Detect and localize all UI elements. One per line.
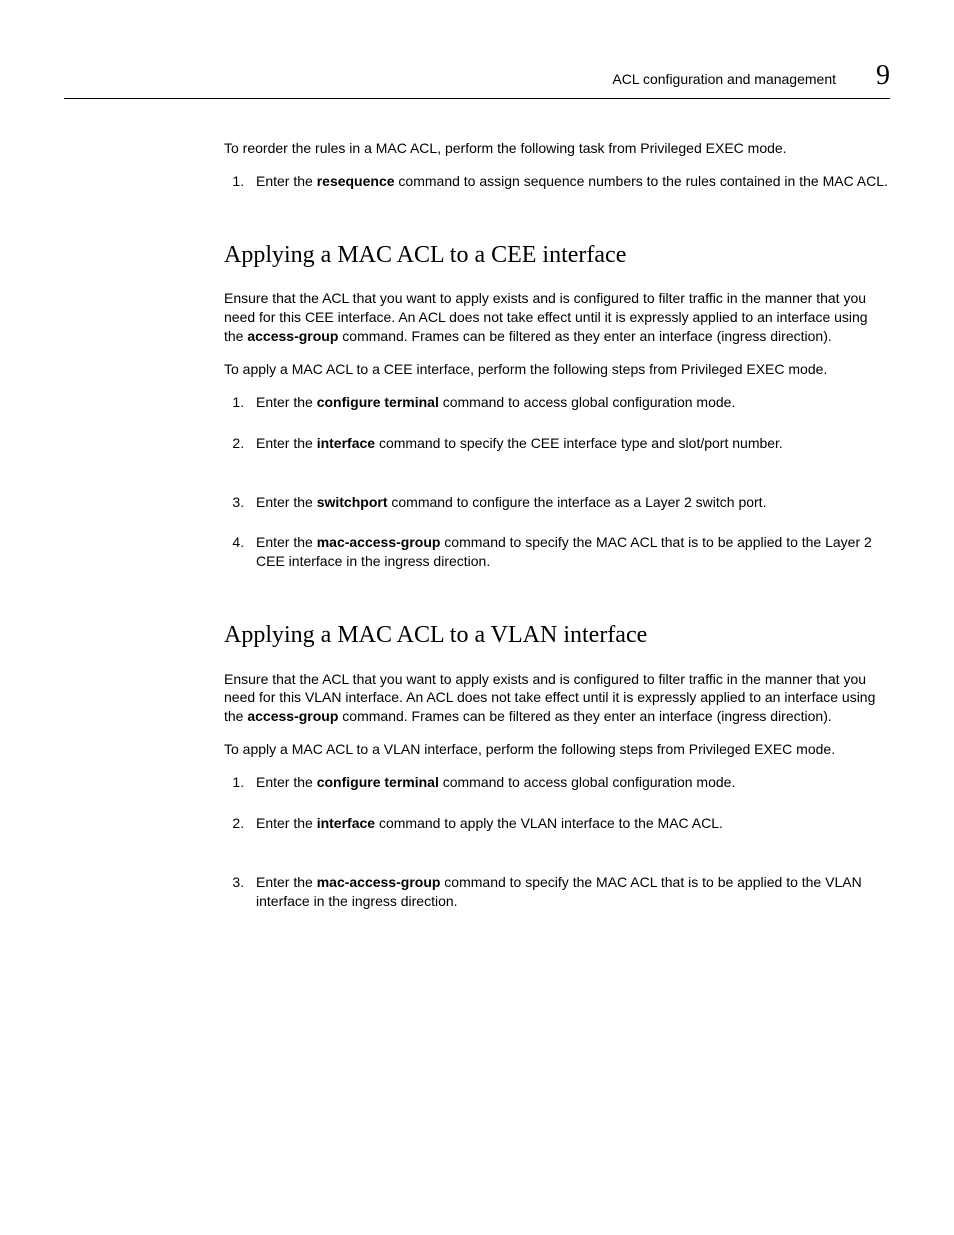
command: mac-access-group — [317, 534, 441, 550]
command: interface — [317, 435, 375, 451]
paragraph: Ensure that the ACL that you want to app… — [224, 670, 890, 727]
section-heading-cee: Applying a MAC ACL to a CEE interface — [224, 239, 890, 271]
command: mac-access-group — [317, 874, 441, 890]
text: Enter the — [256, 874, 317, 890]
text: command. Frames can be filtered as they … — [338, 708, 831, 724]
text: command to access global configuration m… — [439, 774, 736, 790]
command: access-group — [247, 328, 338, 344]
command: interface — [317, 815, 375, 831]
list-item: Enter the interface command to apply the… — [248, 814, 890, 833]
text: Enter the — [256, 494, 317, 510]
page-header: ACL configuration and management 9 — [64, 60, 890, 92]
command: switchport — [317, 494, 388, 510]
text: command to specify the CEE interface typ… — [375, 435, 783, 451]
list-item: Enter the mac-access-group command to sp… — [248, 873, 890, 911]
text: command to apply the VLAN interface to t… — [375, 815, 723, 831]
intro-paragraph: To reorder the rules in a MAC ACL, perfo… — [224, 139, 890, 158]
section-b-steps: Enter the configure terminal command to … — [224, 773, 890, 911]
command: configure terminal — [317, 394, 439, 410]
command: configure terminal — [317, 774, 439, 790]
running-title: ACL configuration and management — [612, 71, 836, 87]
text: Enter the — [256, 815, 317, 831]
list-item: Enter the resequence command to assign s… — [248, 172, 890, 191]
text: Enter the — [256, 173, 317, 189]
command: resequence — [317, 173, 395, 189]
text: Enter the — [256, 394, 317, 410]
list-item: Enter the interface command to specify t… — [248, 434, 890, 453]
intro-steps: Enter the resequence command to assign s… — [224, 172, 890, 191]
paragraph: Ensure that the ACL that you want to app… — [224, 289, 890, 346]
paragraph: To apply a MAC ACL to a VLAN interface, … — [224, 740, 890, 759]
page: ACL configuration and management 9 To re… — [0, 0, 954, 1235]
chapter-number: 9 — [876, 60, 890, 92]
text: command to access global configuration m… — [439, 394, 736, 410]
text: command to configure the interface as a … — [387, 494, 766, 510]
list-item: Enter the configure terminal command to … — [248, 393, 890, 412]
text: command. Frames can be filtered as they … — [338, 328, 831, 344]
text: Enter the — [256, 435, 317, 451]
section-a-steps: Enter the configure terminal command to … — [224, 393, 890, 571]
list-item: Enter the configure terminal command to … — [248, 773, 890, 792]
text: command to assign sequence numbers to th… — [395, 173, 888, 189]
header-rule — [64, 98, 890, 99]
list-item: Enter the mac-access-group command to sp… — [248, 533, 890, 571]
command: access-group — [247, 708, 338, 724]
body-content: To reorder the rules in a MAC ACL, perfo… — [224, 139, 890, 911]
list-item: Enter the switchport command to configur… — [248, 493, 890, 512]
paragraph: To apply a MAC ACL to a CEE interface, p… — [224, 360, 890, 379]
text: Enter the — [256, 534, 317, 550]
section-heading-vlan: Applying a MAC ACL to a VLAN interface — [224, 619, 890, 651]
text: Enter the — [256, 774, 317, 790]
